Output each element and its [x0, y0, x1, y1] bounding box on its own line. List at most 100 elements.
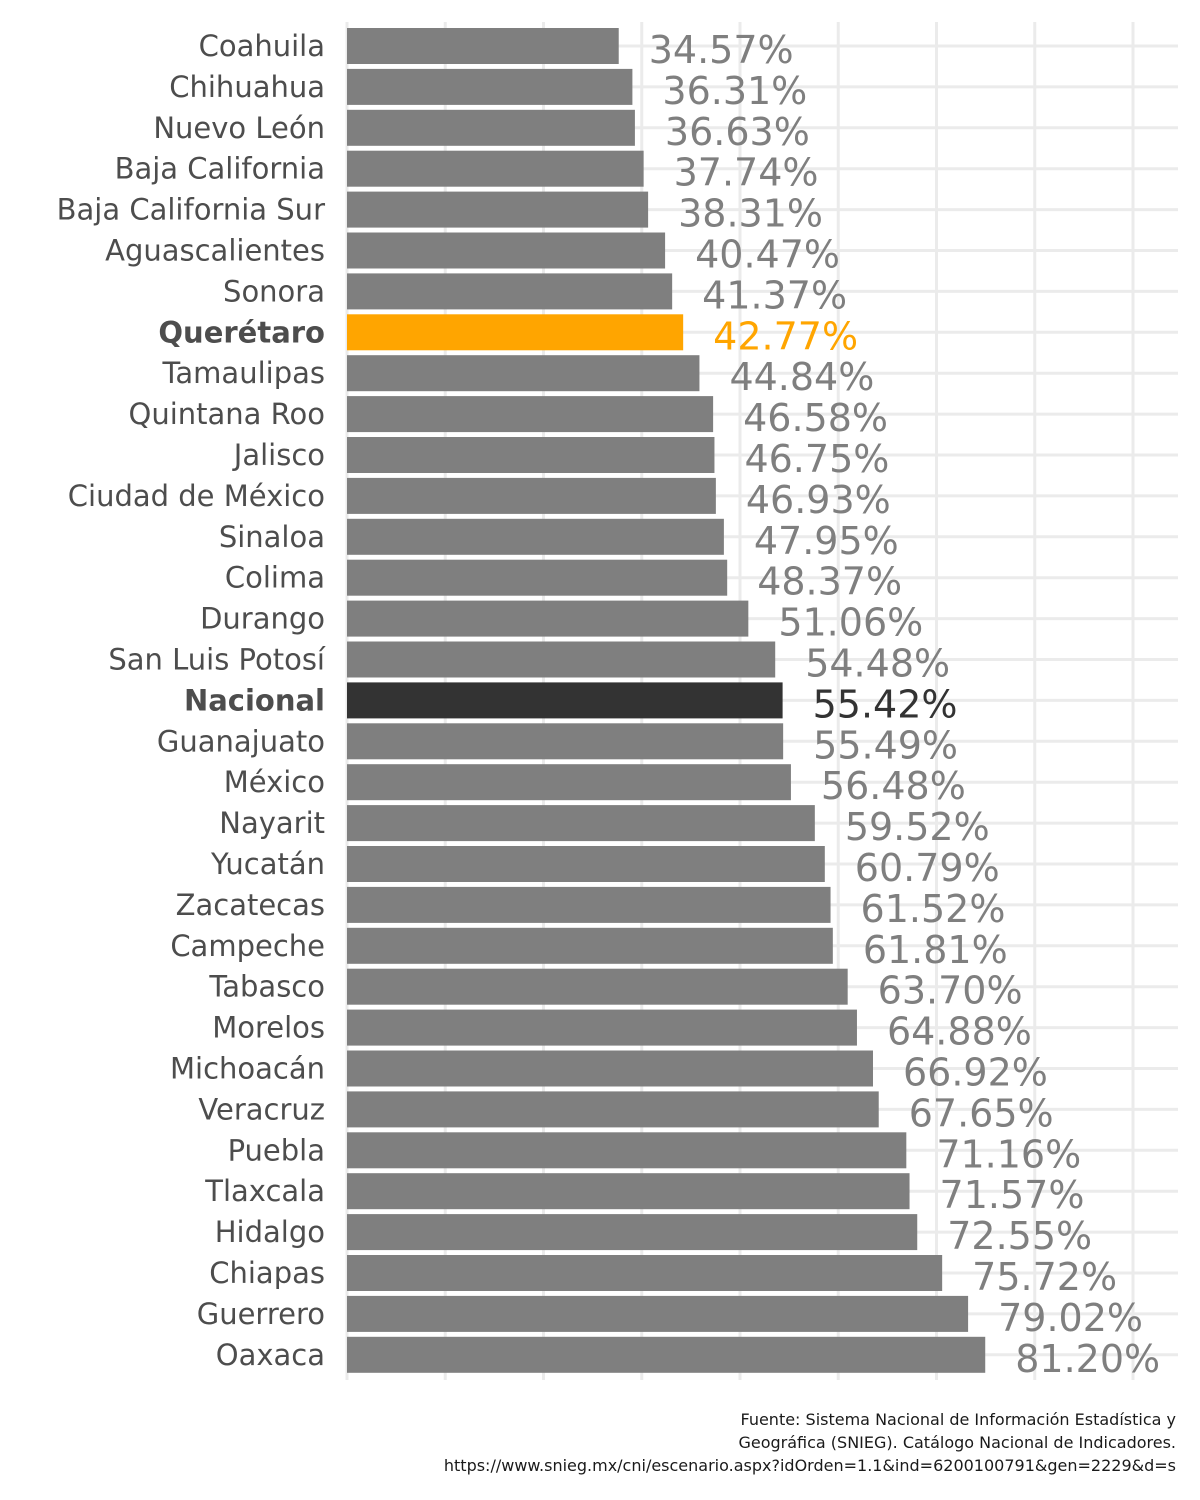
bar	[347, 396, 714, 433]
category-label: Guerrero	[197, 1297, 325, 1331]
bar	[347, 1091, 879, 1128]
value-label: 46.93%	[746, 478, 891, 522]
category-label: Baja California	[115, 152, 325, 186]
value-label: 63.70%	[878, 969, 1023, 1013]
bar	[347, 150, 644, 187]
category-label: Puebla	[228, 1133, 325, 1167]
category-label: Querétaro	[158, 315, 325, 349]
category-label: Durango	[200, 602, 325, 636]
value-labels: 34.57%36.31%36.63%37.74%38.31%40.47%41.3…	[649, 28, 1160, 1381]
value-label: 61.52%	[861, 887, 1006, 931]
category-label: Campeche	[170, 929, 325, 963]
value-label: 54.48%	[805, 642, 950, 686]
value-label: 47.95%	[754, 519, 899, 563]
value-label: 48.37%	[757, 560, 902, 604]
source-caption: Fuente: Sistema Nacional de Información …	[16, 1408, 1176, 1477]
category-label: Baja California Sur	[57, 193, 325, 227]
bar	[347, 1214, 918, 1251]
bar	[347, 1336, 986, 1373]
category-label: Tamaulipas	[162, 356, 326, 390]
category-label: Guanajuato	[157, 724, 325, 758]
bar	[347, 109, 635, 146]
category-label: Sonora	[223, 274, 325, 308]
bar	[347, 846, 825, 882]
value-label: 36.63%	[665, 110, 810, 154]
category-label: Nacional	[184, 683, 325, 717]
bar	[347, 968, 848, 1005]
category-label: Quintana Roo	[129, 397, 326, 431]
bar	[347, 232, 666, 269]
bar	[347, 191, 649, 228]
bar	[347, 682, 783, 719]
value-label: 46.58%	[743, 396, 888, 440]
value-label: 56.48%	[821, 764, 966, 808]
category-label: Tabasco	[208, 970, 325, 1004]
category-label: Sinaloa	[219, 520, 325, 554]
value-label: 44.84%	[729, 355, 874, 399]
value-label: 55.49%	[813, 723, 958, 767]
bar	[347, 805, 815, 842]
bar	[347, 886, 831, 923]
category-label: Zacatecas	[176, 888, 325, 922]
bar	[347, 355, 700, 392]
category-label: México	[224, 765, 325, 799]
category-label: Veracruz	[198, 1092, 325, 1126]
value-label: 41.37%	[702, 273, 847, 317]
bar	[347, 641, 776, 678]
bar	[347, 68, 633, 105]
bar	[347, 600, 749, 637]
category-label: Jalisco	[232, 438, 325, 472]
value-label: 60.79%	[855, 846, 1000, 890]
bar	[347, 1255, 943, 1291]
value-label: 42.77%	[713, 314, 858, 358]
value-label: 40.47%	[695, 233, 840, 277]
value-label: 34.57%	[649, 28, 794, 72]
category-labels: Coahuila Chihuahua Nuevo León Baja Californ…	[57, 29, 326, 1372]
value-label: 71.16%	[936, 1132, 1081, 1176]
category-label: Aguascalientes	[105, 234, 325, 268]
value-label: 67.65%	[909, 1091, 1054, 1135]
value-label: 64.88%	[887, 1010, 1032, 1054]
value-label: 38.31%	[678, 192, 823, 236]
caption-line-2: Geográfica (SNIEG). Catálogo Nacional de…	[738, 1433, 1176, 1452]
value-label: 51.06%	[778, 601, 923, 645]
value-label: 46.75%	[744, 437, 889, 481]
value-label: 59.52%	[845, 805, 990, 849]
category-label: Morelos	[212, 1011, 325, 1045]
value-label: 61.81%	[863, 928, 1008, 972]
value-label: 66.92%	[903, 1051, 1048, 1095]
category-label: Hidalgo	[215, 1215, 325, 1249]
category-label: Colima	[225, 561, 325, 595]
category-label: Nayarit	[219, 806, 325, 840]
caption-line-1: Fuente: Sistema Nacional de Información …	[740, 1410, 1176, 1429]
value-label: 36.31%	[662, 69, 807, 113]
bars	[347, 28, 986, 1373]
bar	[347, 314, 684, 351]
value-label: 37.74%	[674, 151, 819, 195]
bar	[347, 1132, 907, 1169]
category-label: Nuevo León	[153, 111, 325, 145]
bar	[347, 723, 784, 760]
bar	[347, 1173, 910, 1210]
bar	[347, 559, 728, 596]
bar	[347, 927, 833, 964]
value-label: 71.57%	[940, 1173, 1085, 1217]
value-label: 81.20%	[1015, 1337, 1160, 1381]
bar	[347, 1050, 873, 1087]
value-label: 79.02%	[998, 1296, 1143, 1340]
value-label: 75.72%	[972, 1255, 1117, 1299]
bar	[347, 28, 619, 64]
bar	[347, 273, 673, 310]
category-label: Michoacán	[170, 1052, 325, 1086]
bar	[347, 437, 715, 473]
bar	[347, 477, 716, 514]
bar	[347, 764, 791, 801]
value-label: 72.55%	[947, 1214, 1092, 1258]
bar	[347, 518, 724, 555]
caption-line-3: https://www.snieg.mx/cni/escenario.aspx?…	[443, 1456, 1176, 1475]
category-label: Chiapas	[209, 1256, 325, 1290]
category-label: Yucatán	[210, 847, 325, 881]
category-label: Chihuahua	[169, 70, 325, 104]
category-label: Oaxaca	[216, 1338, 325, 1372]
